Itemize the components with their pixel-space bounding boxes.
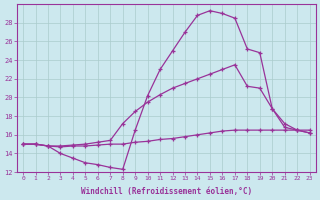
X-axis label: Windchill (Refroidissement éolien,°C): Windchill (Refroidissement éolien,°C) — [81, 187, 252, 196]
